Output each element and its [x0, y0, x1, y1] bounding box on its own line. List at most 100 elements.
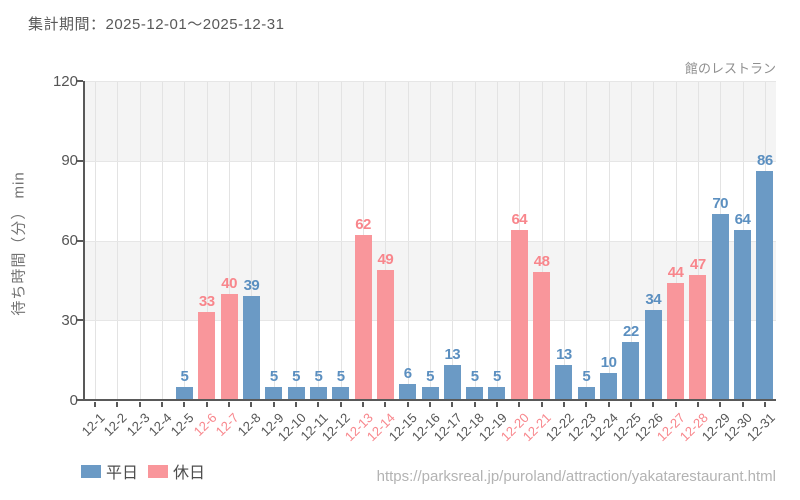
x-axis-tick — [429, 402, 431, 407]
bar-12-10 — [287, 386, 305, 400]
bar-12-27 — [667, 283, 685, 400]
bar-value-label: 49 — [377, 250, 394, 268]
x-axis-tick — [540, 402, 543, 407]
bar-value-label: 34 — [645, 290, 662, 308]
bar-12-18 — [466, 386, 484, 400]
y-axis-tick-label: 120 — [52, 72, 78, 90]
x-axis-tick — [629, 402, 632, 407]
bar-12-7 — [220, 293, 238, 400]
bar-value-label: 5 — [336, 367, 345, 385]
bar-value-label: 48 — [533, 253, 550, 271]
bar-12-30 — [734, 229, 752, 400]
x-axis-tick — [250, 402, 253, 407]
bar-12-14 — [376, 269, 394, 400]
x-axis-tick — [94, 402, 97, 407]
x-axis-line — [83, 399, 776, 401]
bar-value-label: 33 — [198, 293, 215, 311]
chart-plot-area: 5 33 40 39 5 5 5 5 62 49 6 5 13 5 5 64 48 13 5 10 22 34 44 47 70… — [53, 74, 777, 445]
bar-value-label: 5 — [582, 367, 591, 385]
bar-12-24 — [600, 373, 618, 400]
x-axis-tick — [585, 402, 588, 407]
source-url-text: https://parksreal.jp/puroland/attraction… — [376, 468, 776, 485]
x-axis-tick — [228, 402, 231, 407]
bar-value-label: 5 — [314, 367, 323, 385]
x-axis-tick — [562, 402, 565, 407]
horizontal-gridline — [84, 81, 776, 82]
weekday-color-swatch — [81, 464, 101, 478]
bar-12-5 — [175, 386, 193, 400]
bar-12-22 — [555, 365, 573, 400]
x-axis-tick — [741, 402, 744, 407]
y-axis-line — [83, 81, 85, 400]
x-axis-tick — [406, 402, 409, 407]
bar-value-label: 86 — [756, 152, 773, 170]
x-axis-tick — [205, 402, 208, 407]
bar-12-11 — [309, 386, 327, 400]
y-axis-tick — [77, 399, 83, 401]
horizontal-gridline — [84, 240, 776, 242]
bar-12-9 — [265, 386, 283, 400]
bar-12-8 — [242, 296, 260, 400]
x-axis-tick — [138, 402, 141, 407]
y-axis-tick — [77, 239, 83, 242]
y-axis-tick-label: 60 — [61, 232, 78, 249]
bar-value-label: 10 — [600, 354, 617, 372]
y-axis-tick — [77, 319, 83, 322]
bar-value-label: 64 — [734, 210, 751, 228]
bar-value-label: 62 — [355, 216, 371, 234]
legend-label-holiday: 休日 — [173, 465, 206, 482]
bar-value-label: 22 — [623, 322, 639, 340]
bar-value-label: 5 — [470, 367, 479, 385]
legend-item-holiday[interactable]: 休日 — [148, 459, 205, 483]
x-axis-tick — [473, 402, 476, 407]
bar-12-15 — [399, 384, 417, 400]
bar-value-label: 47 — [690, 256, 706, 274]
x-axis-tick — [696, 402, 699, 407]
bar-value-label: 6 — [403, 365, 412, 383]
horizontal-gridline — [84, 320, 776, 322]
bar-value-label: 13 — [556, 346, 572, 364]
bar-value-label: 13 — [444, 346, 461, 364]
bar-value-label: 5 — [493, 367, 501, 385]
x-axis-tick — [652, 402, 655, 407]
x-axis-tick — [272, 402, 275, 407]
bar-12-21 — [533, 272, 551, 400]
x-axis-tick — [518, 402, 521, 407]
bar-value-label: 5 — [426, 367, 434, 385]
y-axis-tick-label: 0 — [69, 391, 78, 409]
y-axis-tick-label: 90 — [61, 152, 78, 170]
y-axis-tick-label: 30 — [61, 311, 78, 329]
holiday-color-swatch — [148, 464, 169, 478]
bar-12-19 — [488, 386, 506, 400]
legend-item-weekday[interactable]: 平日 — [81, 459, 138, 483]
x-axis-tick — [317, 402, 320, 407]
bar-12-20 — [510, 229, 528, 400]
bar-12-28 — [689, 275, 707, 400]
x-axis-tick — [763, 402, 766, 407]
x-axis-tick — [495, 402, 498, 407]
bar-12-6 — [198, 312, 216, 400]
attraction-name-label: 館のレストラン — [684, 61, 776, 76]
bar-value-label: 39 — [243, 277, 260, 295]
x-axis-tick — [183, 402, 186, 407]
x-axis-tick — [116, 402, 119, 407]
bar-12-12 — [332, 386, 350, 400]
bar-12-25 — [622, 341, 640, 400]
x-axis-tick — [339, 402, 342, 407]
horizontal-gridline — [84, 160, 776, 162]
aggregation-period-title: 集計期間：2025-12-01～2025-12-31 — [28, 16, 285, 33]
x-axis-tick — [719, 402, 722, 407]
bar-value-label: 5 — [292, 367, 300, 385]
bar-12-31 — [756, 171, 774, 400]
x-axis-tick — [607, 402, 610, 407]
y-axis-tick — [77, 159, 83, 162]
legend-label-weekday: 平日 — [106, 465, 139, 482]
bar-value-label: 40 — [221, 274, 237, 292]
x-axis-tick — [362, 402, 365, 407]
bar-12-16 — [421, 386, 439, 400]
bar-value-label: 5 — [269, 367, 278, 385]
x-axis-tick — [384, 402, 387, 407]
bar-12-13 — [354, 235, 372, 400]
x-axis-tick — [451, 402, 454, 407]
